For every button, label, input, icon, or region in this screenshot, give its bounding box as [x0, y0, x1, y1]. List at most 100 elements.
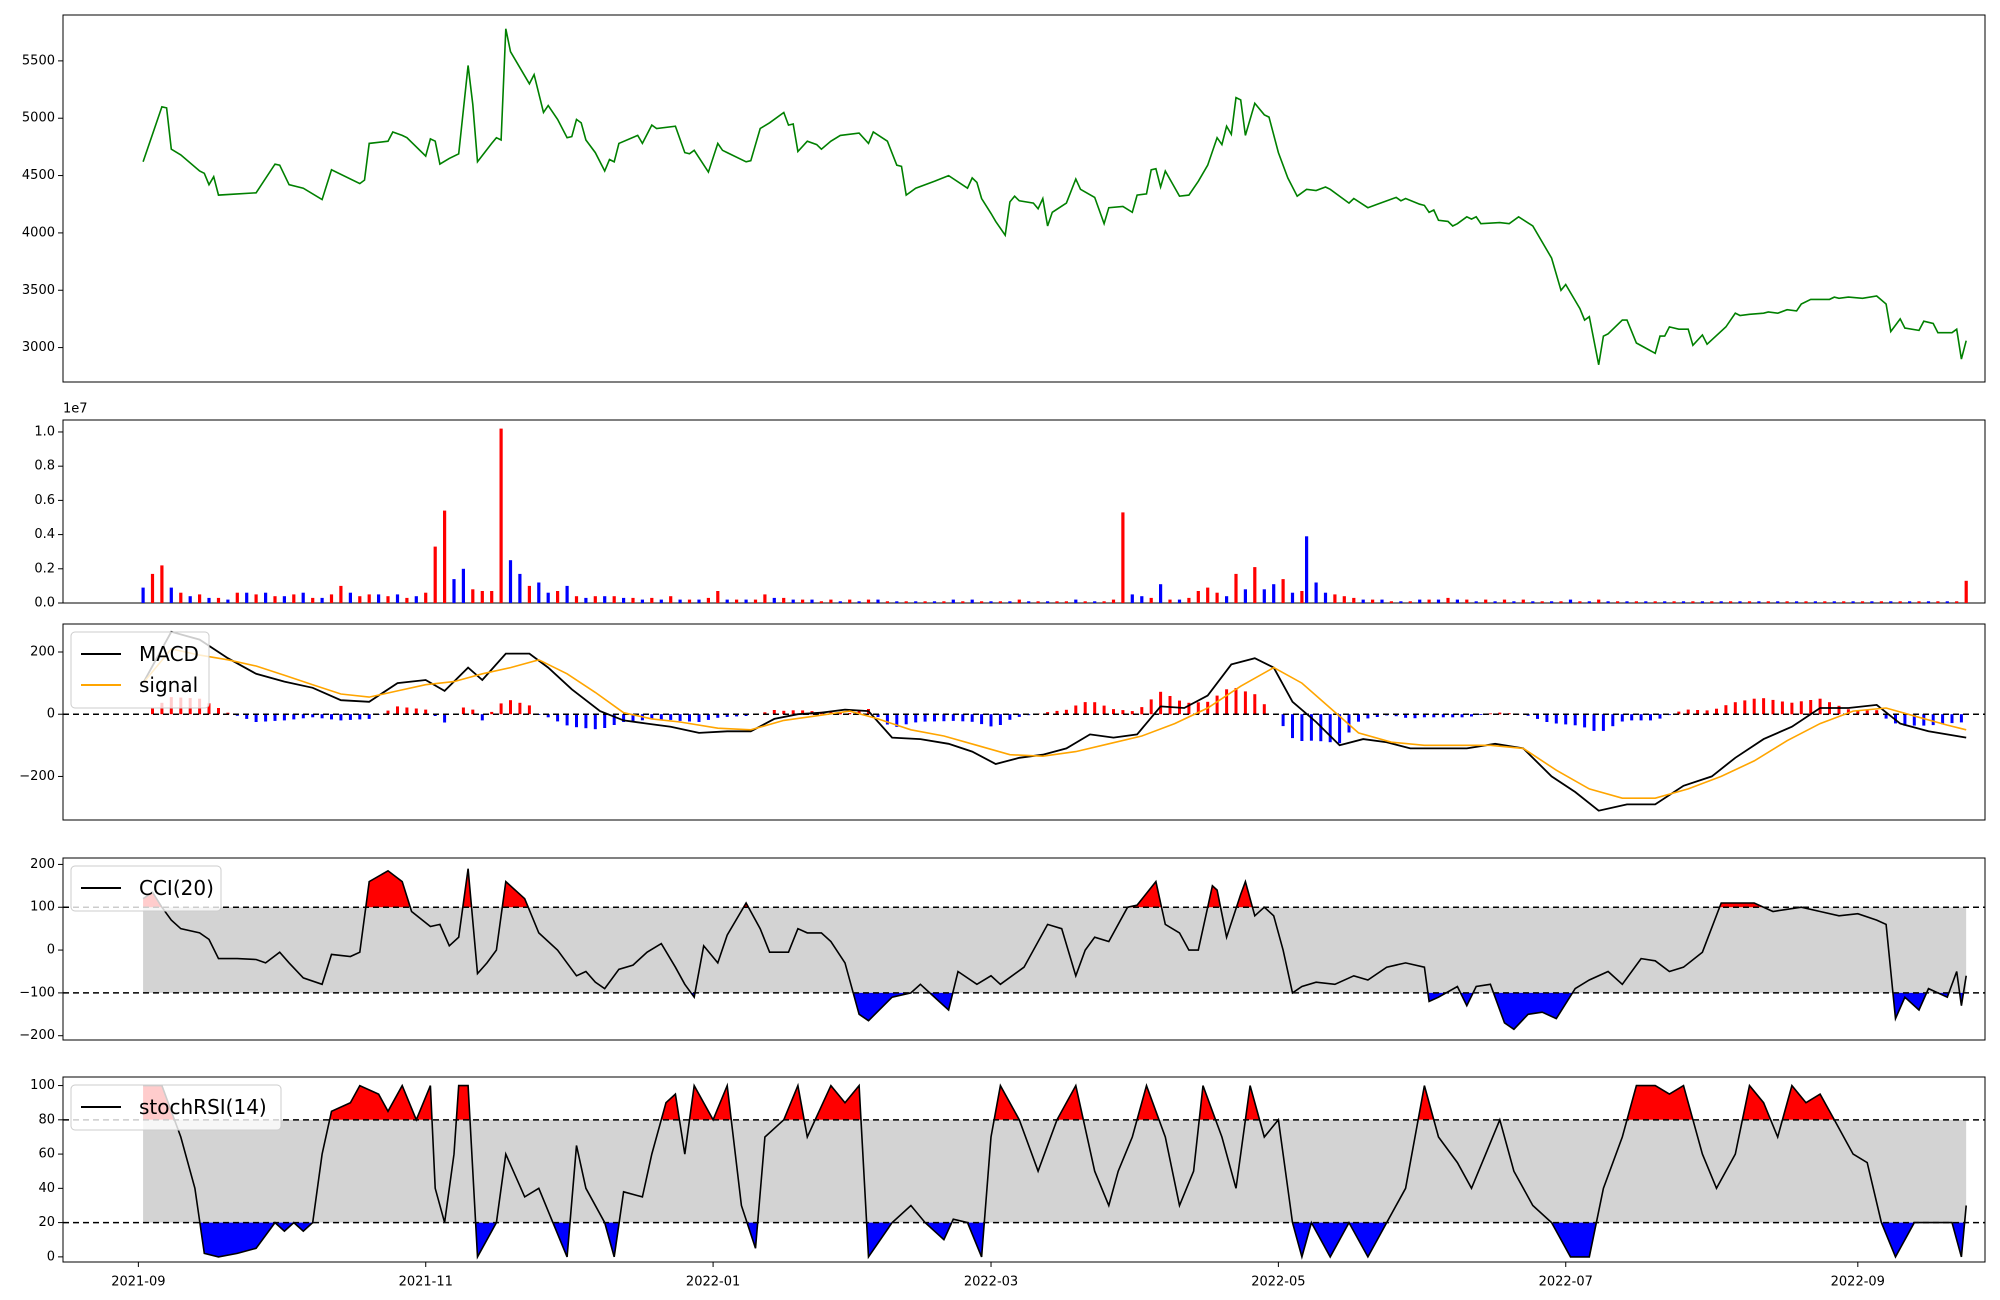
volume-bar [1474, 601, 1478, 603]
volume-bar [508, 560, 513, 603]
macd-histogram-bar [292, 714, 296, 720]
macd-histogram-bar [1875, 710, 1879, 715]
x-tick-label: 2022-01 [686, 1275, 740, 1290]
volume-bar [367, 594, 371, 603]
volume-bar [245, 592, 249, 603]
overbought-fill [1782, 1085, 1835, 1120]
volume-bar [1352, 597, 1356, 603]
volume-bar [141, 587, 145, 603]
macd-histogram-bar [1545, 714, 1549, 722]
macd-histogram-bar [669, 714, 673, 720]
macd-histogram-bar [980, 714, 984, 725]
macd-histogram-bar [1507, 713, 1511, 715]
volume-bar [876, 599, 880, 603]
macd-histogram-bar [1140, 707, 1144, 715]
legend-box [70, 1084, 282, 1131]
volume-bar [1389, 601, 1393, 603]
macd-histogram-bar [207, 703, 211, 715]
panel-stochrsi: 0 20 40 60 80 100 stochRSI(14) [30, 1076, 1986, 1264]
macd-histogram-bar [433, 714, 437, 716]
volume-bar [998, 601, 1002, 603]
macd-histogram-bar [631, 714, 635, 722]
macd-histogram-bar [998, 714, 1002, 725]
axes-frame [62, 623, 1986, 821]
macd-histogram-bar [1809, 700, 1813, 715]
axes-frame [62, 1076, 1986, 1263]
x-tick-label: 2022-03 [964, 1275, 1018, 1290]
volume-bar [414, 596, 418, 603]
volume-bar [150, 573, 155, 603]
macd-histogram-bar [1460, 714, 1464, 718]
macd-histogram-bar [914, 714, 918, 723]
y-tick-label: 20 [38, 1215, 55, 1230]
macd-histogram-bar [1187, 702, 1191, 715]
macd-histogram-bar [885, 714, 889, 725]
volume-bar [1587, 601, 1591, 603]
macd-histogram-bar [1856, 710, 1860, 715]
macd-histogram-bar [603, 714, 607, 728]
y-tick-label: 100 [30, 900, 55, 915]
macd-histogram-bar [556, 714, 560, 722]
macd-histogram-bar [782, 710, 786, 715]
macd-histogram-bar [1620, 714, 1624, 722]
volume-bar [1710, 601, 1714, 603]
macd-histogram-bar [1903, 714, 1907, 726]
macd-histogram-bar [1837, 705, 1841, 715]
macd-histogram-bar [565, 714, 569, 726]
macd-histogram-bar [1291, 714, 1294, 739]
volume-bar [1757, 601, 1761, 603]
volume-bar [320, 597, 324, 603]
macd-histogram-bar [339, 714, 343, 721]
volume-bar [1177, 599, 1182, 603]
volume-bar [1290, 592, 1295, 603]
volume-bar [188, 596, 192, 603]
y-tick-label: 40 [38, 1181, 55, 1196]
macd-histogram-bar [612, 714, 616, 725]
macd-histogram-bar [217, 708, 220, 715]
macd-histogram-bar [518, 702, 522, 715]
volume-bar [1055, 601, 1059, 603]
overbought-fill [1127, 881, 1162, 908]
y-tick-label: −200 [19, 1028, 55, 1043]
volume-bar [1149, 597, 1153, 603]
volume-bar [1036, 601, 1040, 603]
volume-bar [932, 601, 937, 603]
macd-histogram-bar [348, 714, 352, 720]
macd-histogram-bar [1413, 714, 1417, 719]
overbought-fill [815, 1085, 861, 1120]
volume-bar [452, 579, 456, 603]
macd-histogram-bar [1667, 714, 1671, 716]
volume-bar [1700, 601, 1704, 603]
macd-histogram-bar [1243, 691, 1247, 715]
volume-bar [1314, 582, 1318, 603]
volume-bar [301, 592, 305, 603]
volume-bar [518, 573, 522, 603]
volume-bar [697, 599, 701, 603]
x-axis: 2021-09 2021-11 2022-01 2022-03 2022-05 2022-… [111, 1262, 1885, 1290]
macd-histogram-bar [791, 710, 795, 715]
macd-line [142, 630, 1967, 812]
macd-histogram-bar [1705, 710, 1709, 715]
macd-histogram-bar [273, 714, 277, 721]
macd-histogram-bar [1375, 714, 1379, 717]
oversold-fill [1881, 1222, 1965, 1257]
volume-bar [1785, 601, 1789, 603]
volume-bar [480, 591, 484, 603]
y-tick-label: 0.4 [34, 527, 55, 542]
axis-offset-label: 1e7 [63, 402, 88, 417]
macd-histogram-bar [989, 714, 993, 727]
volume-bar [1234, 573, 1238, 603]
volume-bar [235, 592, 239, 603]
macd-histogram-bar [1338, 714, 1342, 744]
volume-bar [424, 592, 428, 603]
volume-bar [640, 599, 644, 603]
macd-histogram-bar [1017, 714, 1021, 717]
macd-histogram-bar [650, 714, 654, 720]
volume-bar [763, 594, 767, 603]
volume-bar [1008, 601, 1012, 603]
volume-bar [216, 597, 221, 603]
volume-bar [1046, 601, 1050, 603]
volume-bar [1300, 591, 1304, 603]
macd-histogram-bar [471, 709, 475, 715]
volume-bar [1597, 599, 1601, 603]
